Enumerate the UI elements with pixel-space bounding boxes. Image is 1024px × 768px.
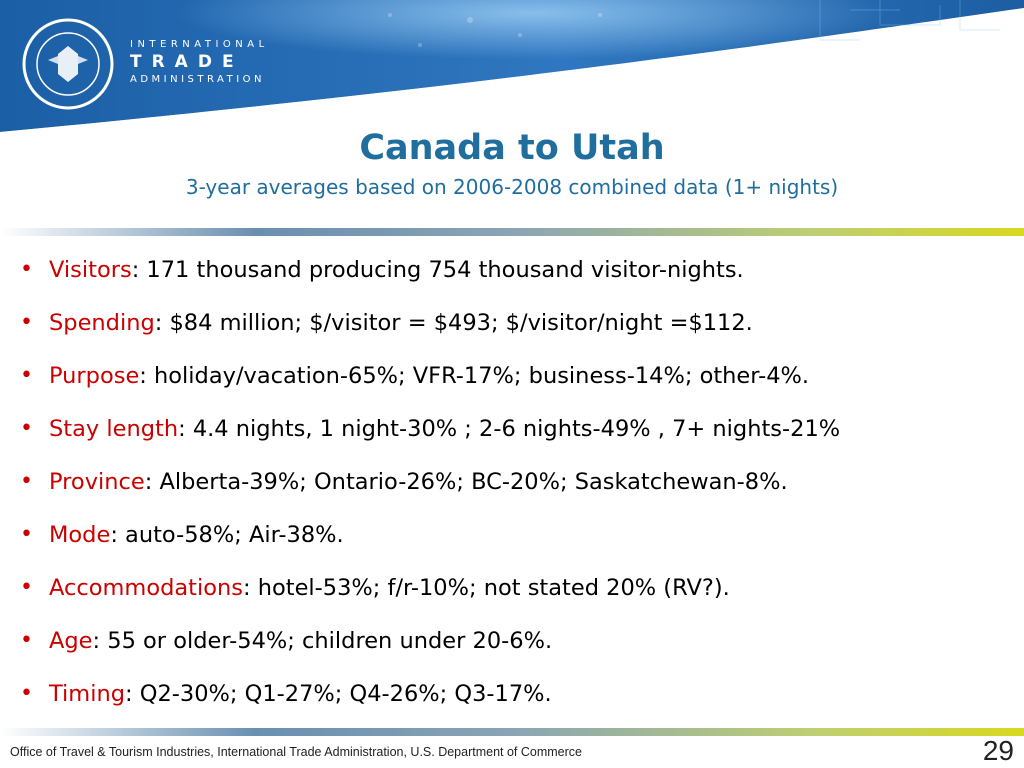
bullet-key: Visitors	[49, 257, 132, 283]
bullet-text: : 4.4 nights, 1 night-30% ; 2-6 nights-4…	[178, 416, 841, 442]
bullet-icon: •	[20, 681, 33, 706]
bullet-text: : Alberta-39%; Ontario-26%; BC-20%; Sask…	[144, 469, 788, 495]
bullet-key: Accommodations	[49, 575, 243, 601]
bullet-list: • Visitors: 171 thousand producing 754 th…	[20, 248, 1024, 725]
bullet-key: Purpose	[49, 363, 140, 389]
bullet-text: : auto-58%; Air-38%.	[110, 522, 344, 548]
bullet-item: • Spending: $84 million; $/visitor = $493…	[20, 301, 1024, 354]
banner-graphic	[0, 0, 1024, 135]
bullet-text: : $84 million; $/visitor = $493; $/visit…	[154, 310, 753, 336]
page-number: 29	[982, 735, 1014, 766]
bullet-icon: •	[20, 522, 33, 547]
bullet-icon: •	[20, 363, 33, 388]
bullet-icon: •	[20, 257, 33, 282]
bullet-item: • Province: Alberta-39%; Ontario-26%; BC-…	[20, 460, 1024, 513]
bullet-text: : 171 thousand producing 754 thousand vi…	[131, 257, 744, 283]
slide-subtitle: 3-year averages based on 2006-2008 combi…	[185, 175, 839, 199]
bullet-item: • Mode: auto-58%; Air-38%.	[20, 513, 1024, 566]
agency-line-3: ADMINISTRATION	[130, 74, 266, 85]
footer-text: Office of Travel & Tourism Industries, I…	[10, 745, 583, 759]
bullet-item: • Accommodations: hotel-53%; f/r-10%; not…	[20, 566, 1024, 619]
bullet-text: : holiday/vacation-65%; VFR-17%; busines…	[139, 363, 810, 389]
bottom-divider	[0, 728, 1024, 736]
bullet-key: Stay length	[49, 416, 179, 442]
bullet-key: Spending	[49, 310, 155, 336]
bullet-key: Timing	[49, 681, 126, 707]
bullet-icon: •	[20, 575, 33, 600]
agency-line-2: TRADE	[130, 52, 244, 72]
bullet-icon: •	[20, 628, 33, 653]
bullet-key: Mode	[49, 522, 111, 548]
bullet-text: : 55 or older-54%; children under 20-6%.	[92, 628, 553, 654]
top-divider	[0, 228, 1024, 236]
bullet-text: : hotel-53%; f/r-10%; not stated 20% (RV…	[243, 575, 730, 601]
bullet-text: : Q2-30%; Q1-27%; Q4-26%; Q3-17%.	[125, 681, 552, 707]
commerce-seal-icon	[20, 16, 116, 112]
bullet-icon: •	[20, 310, 33, 335]
agency-line-1: INTERNATIONAL	[130, 39, 269, 50]
bullet-item: • Stay length: 4.4 nights, 1 night-30% ; …	[20, 407, 1024, 460]
bullet-item: • Purpose: holiday/vacation-65%; VFR-17%;…	[20, 354, 1024, 407]
bullet-key: Province	[49, 469, 145, 495]
slide-title: Canada to Utah	[359, 128, 665, 168]
bullet-item: • Age: 55 or older-54%; children under 20…	[20, 619, 1024, 672]
bullet-key: Age	[49, 628, 93, 654]
header-banner: INTERNATIONAL TRADE ADMINISTRATION	[0, 0, 1024, 135]
bullet-item: • Timing: Q2-30%; Q1-27%; Q4-26%; Q3-17%.	[20, 672, 1024, 725]
agency-wordmark: INTERNATIONAL TRADE ADMINISTRATION	[130, 38, 269, 86]
bullet-icon: •	[20, 416, 33, 441]
bullet-item: • Visitors: 171 thousand producing 754 th…	[20, 248, 1024, 301]
bullet-icon: •	[20, 469, 33, 494]
